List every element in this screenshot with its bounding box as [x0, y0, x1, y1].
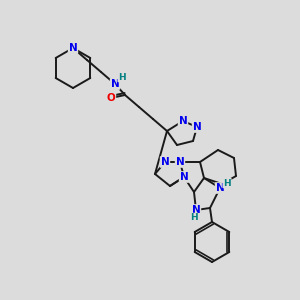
Text: O: O [106, 93, 116, 103]
Text: N: N [176, 157, 184, 167]
Text: N: N [216, 183, 224, 193]
Text: N: N [193, 122, 201, 132]
Text: H: H [223, 178, 231, 188]
Text: H: H [190, 214, 198, 223]
Text: N: N [180, 172, 188, 182]
Text: N: N [178, 116, 188, 126]
Text: N: N [160, 157, 169, 167]
Text: N: N [69, 43, 77, 53]
Text: N: N [111, 79, 119, 89]
Text: H: H [118, 73, 126, 82]
Text: N: N [192, 205, 200, 215]
